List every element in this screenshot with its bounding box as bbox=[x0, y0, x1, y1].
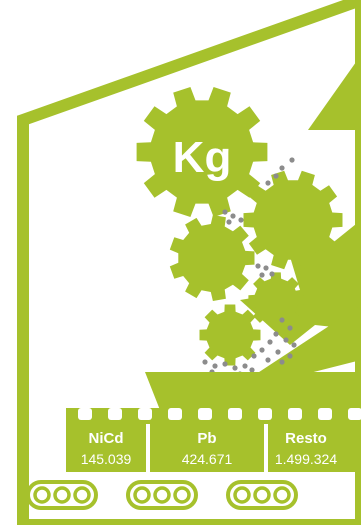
wheel bbox=[173, 486, 191, 504]
particle bbox=[259, 347, 265, 353]
particle bbox=[283, 337, 289, 343]
wheel bbox=[53, 486, 71, 504]
wheels-group bbox=[26, 480, 298, 510]
conveyor-slot bbox=[348, 408, 361, 420]
particle bbox=[249, 367, 255, 373]
gear-icon bbox=[243, 170, 343, 270]
building-outline bbox=[17, 0, 361, 525]
wheel bbox=[153, 486, 171, 504]
particle bbox=[269, 271, 275, 277]
particle bbox=[279, 317, 285, 323]
particle bbox=[232, 365, 238, 371]
particle bbox=[242, 363, 248, 369]
particle bbox=[279, 165, 285, 171]
particle bbox=[289, 157, 295, 163]
particle bbox=[291, 342, 297, 348]
bin-divider bbox=[146, 424, 150, 472]
wheel bbox=[73, 486, 91, 504]
particle bbox=[265, 357, 271, 363]
gear-icon bbox=[248, 272, 304, 328]
particle bbox=[287, 353, 293, 359]
particle bbox=[255, 263, 261, 269]
particle bbox=[230, 213, 236, 219]
particle bbox=[263, 265, 269, 271]
conveyor-slot bbox=[168, 408, 182, 420]
gears-group bbox=[136, 87, 343, 366]
bin-name-pb: Pb bbox=[197, 430, 216, 447]
wheel bbox=[233, 486, 251, 504]
wheel bbox=[253, 486, 271, 504]
particles-group bbox=[202, 157, 297, 377]
conveyor-teeth bbox=[78, 408, 361, 420]
bins-panel bbox=[66, 424, 361, 472]
particle bbox=[267, 339, 273, 345]
conveyor-slot bbox=[288, 408, 302, 420]
wheel-track bbox=[26, 480, 98, 510]
gear-icon bbox=[199, 304, 261, 366]
conveyor-slot bbox=[198, 408, 212, 420]
gear-icon bbox=[136, 87, 268, 217]
conveyor-slot bbox=[318, 408, 332, 420]
particle bbox=[265, 180, 271, 186]
wheel bbox=[133, 486, 151, 504]
particle bbox=[259, 272, 265, 278]
wheel bbox=[273, 486, 291, 504]
particle bbox=[279, 359, 285, 365]
conveyor-slot bbox=[78, 408, 92, 420]
bin-name-nicd: NiCd bbox=[89, 430, 124, 447]
wheel bbox=[33, 486, 51, 504]
particle bbox=[251, 353, 257, 359]
wheel-track bbox=[126, 480, 198, 510]
hopper-tray bbox=[145, 372, 361, 410]
bin-value-resto: 1.499.324 bbox=[275, 451, 337, 467]
particle bbox=[238, 217, 244, 223]
particle bbox=[222, 361, 228, 367]
conveyor-slot bbox=[138, 408, 152, 420]
conveyor-slot bbox=[108, 408, 122, 420]
particle bbox=[212, 363, 218, 369]
ramp bbox=[250, 305, 361, 378]
gear-kg-label: Kg bbox=[173, 133, 232, 182]
particle bbox=[222, 209, 228, 215]
bin-divider bbox=[264, 424, 268, 472]
gear-icon bbox=[169, 215, 255, 301]
bin-value-nicd: 145.039 bbox=[81, 451, 132, 467]
warning-triangle bbox=[308, 55, 361, 130]
particle bbox=[226, 219, 232, 225]
particle bbox=[287, 325, 293, 331]
particle bbox=[273, 173, 279, 179]
conveyor-slot bbox=[258, 408, 272, 420]
conveyor-slot bbox=[228, 408, 242, 420]
particle bbox=[202, 359, 208, 365]
bin-value-pb: 424.671 bbox=[182, 451, 233, 467]
particle bbox=[273, 331, 279, 337]
wheel-track bbox=[226, 480, 298, 510]
particle bbox=[275, 349, 281, 355]
bin-name-resto: Resto bbox=[285, 430, 327, 447]
